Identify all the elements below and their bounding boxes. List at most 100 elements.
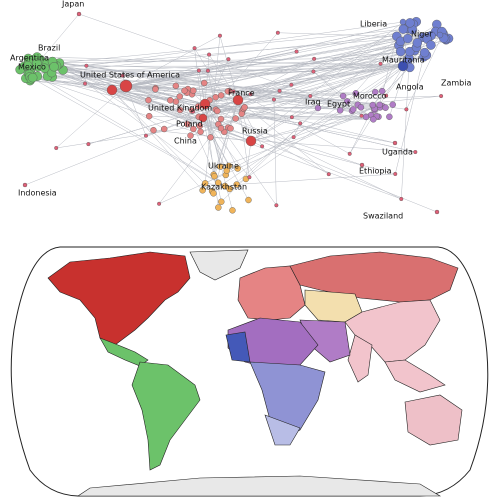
node [181,87,188,94]
node [184,120,191,128]
node [143,133,148,138]
edge [198,70,206,105]
edge [340,65,404,111]
node-label: Argentina [10,54,49,63]
edge [237,99,329,175]
node [291,135,296,140]
edge [204,35,221,184]
node [40,63,50,73]
node [83,81,88,86]
edge [158,99,239,204]
edge [111,89,200,127]
edge [360,65,404,108]
node [152,86,159,93]
node [210,190,217,197]
node [370,116,377,123]
edge [57,64,314,72]
edge [47,58,315,64]
node [229,207,236,214]
russia [289,251,459,303]
node-label: China [174,137,197,146]
edge [125,85,416,153]
edge [58,63,165,130]
edge [40,13,80,60]
node [426,40,436,50]
node [145,96,152,104]
edge [241,113,374,120]
antarctica [77,475,442,497]
node [405,18,415,28]
edge [111,89,225,133]
node-label: United States of America [80,71,180,80]
node [202,180,209,187]
node [150,126,157,134]
edge [202,117,250,178]
node [212,94,219,101]
node [226,185,233,193]
edge [207,70,217,110]
node [260,144,265,149]
edge [221,127,396,175]
node [86,142,91,147]
node [372,88,379,96]
node [393,171,398,176]
edge [202,95,311,119]
node-label: Mauritania [382,56,425,65]
node [386,113,393,121]
node [215,179,222,186]
edge [233,65,404,92]
node [214,107,221,115]
edge [111,89,204,119]
node [176,93,183,100]
edge [349,38,408,154]
edge [250,21,404,142]
node [176,106,184,114]
edge [24,99,239,186]
node [271,97,276,102]
edge [175,85,219,183]
node [119,79,133,93]
node [215,204,222,211]
edge [88,99,239,145]
node-label: Kazakhstan [201,183,247,192]
southeast-asia [384,359,446,393]
node [352,90,359,97]
edge [291,65,404,86]
edge [30,75,211,138]
europe [237,265,306,321]
node [398,24,408,34]
node [161,125,168,133]
node [191,109,196,114]
node [211,172,218,180]
node [22,182,28,188]
node [359,162,365,168]
edge [85,65,404,84]
edge [29,76,230,190]
node [389,101,396,108]
node [277,88,282,93]
node [399,196,404,201]
edge [395,52,425,175]
edge [40,59,405,65]
node-label: Japan [61,0,84,9]
edge [125,35,221,87]
edge [111,51,297,91]
edge [204,103,329,175]
node-label: Ukraine [208,162,239,171]
edge [31,71,314,80]
node [218,198,225,205]
edge [30,80,113,91]
edge [125,50,415,87]
edge [219,35,239,101]
north-america [47,251,191,346]
south-america [131,361,201,471]
edge [204,54,210,105]
node [224,88,232,95]
edge [205,91,376,184]
node [339,92,347,100]
node [190,87,197,94]
edge [233,46,417,92]
node [106,84,118,96]
node-label: Iraq [305,98,321,107]
